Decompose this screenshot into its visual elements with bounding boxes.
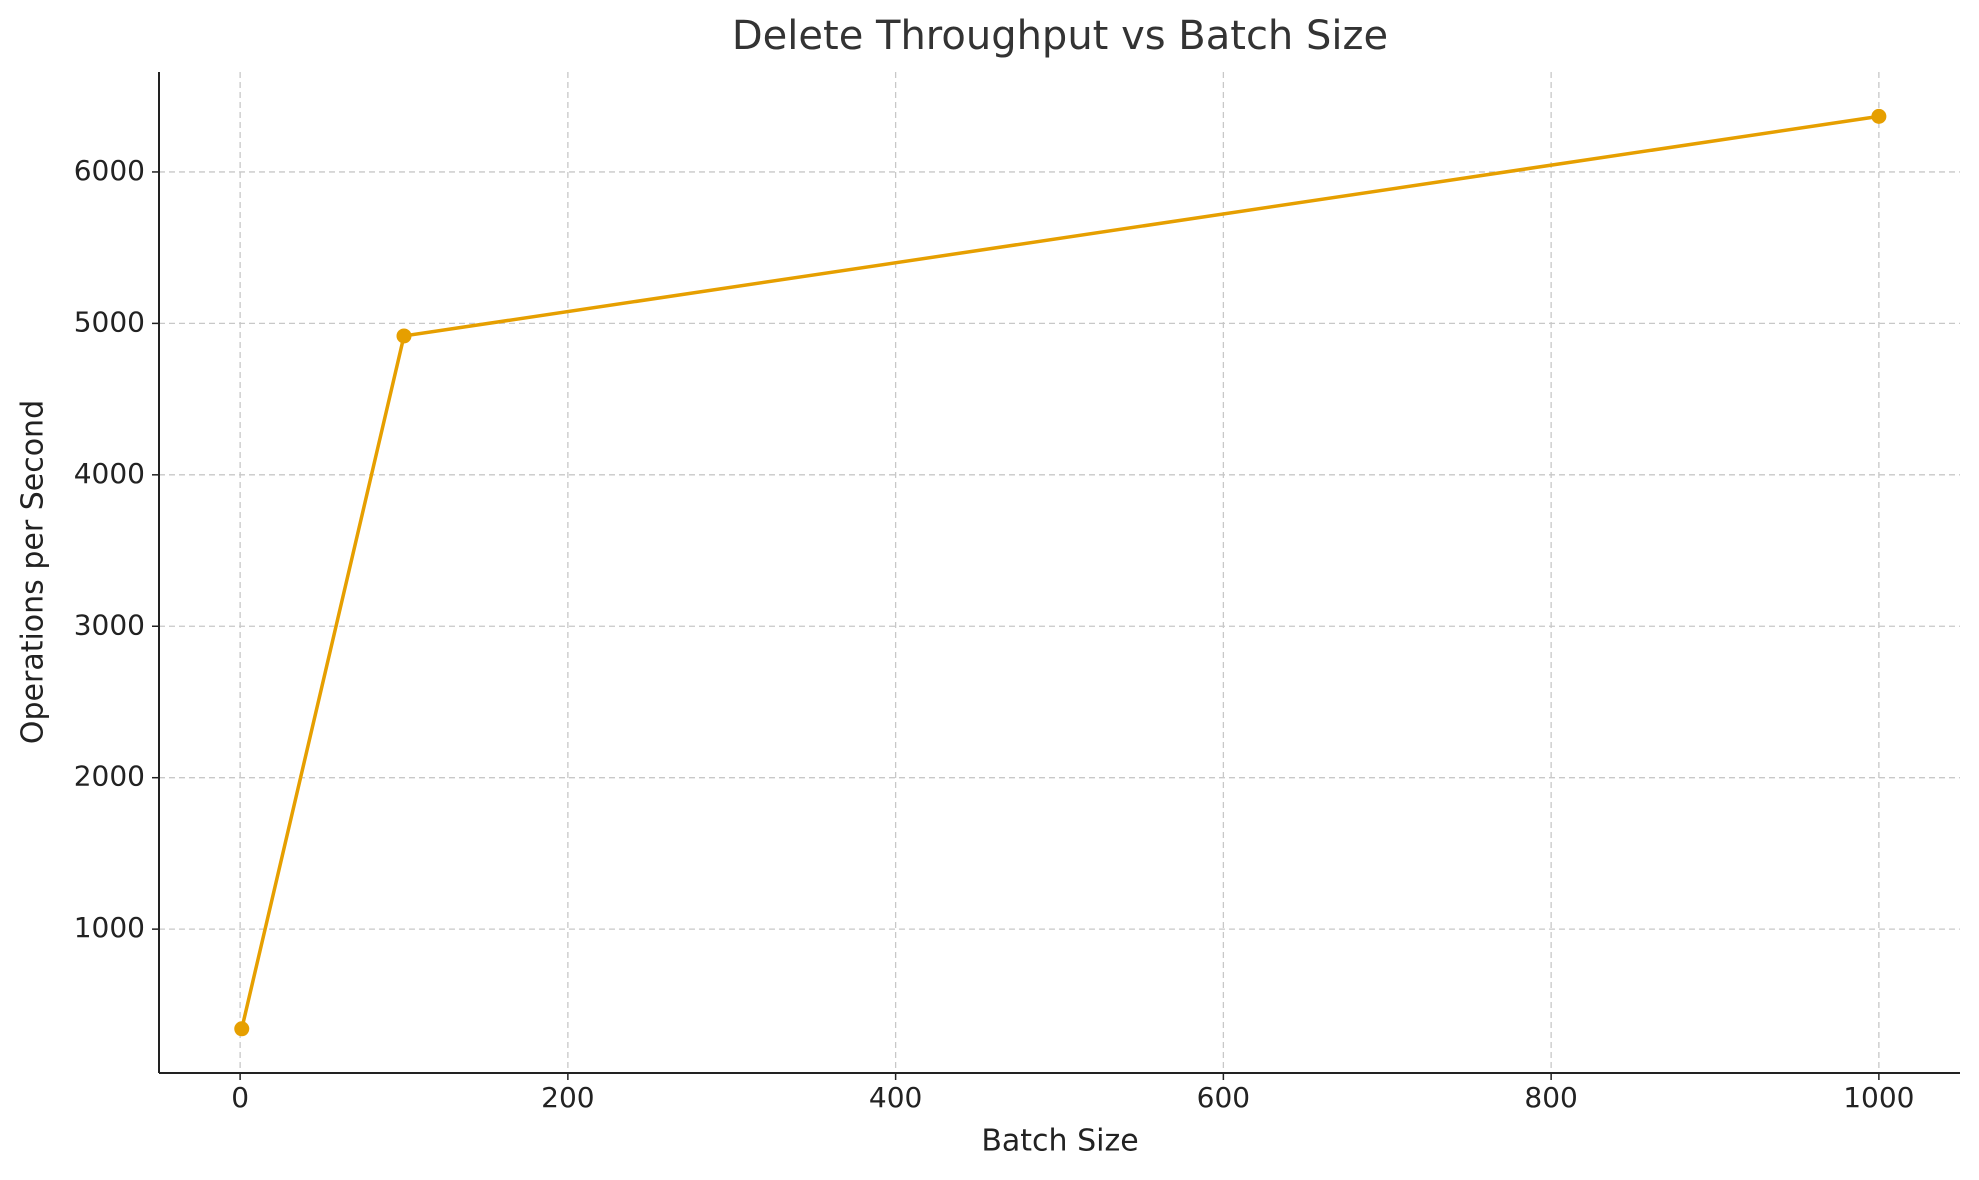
y-axis-label: Operations per Second [16,400,51,744]
x-tick-label: 600 [1197,1081,1250,1114]
x-tick-label: 0 [231,1081,249,1114]
y-tick-label: 5000 [74,305,145,338]
y-tick-label: 4000 [74,457,145,490]
x-axis-label: Batch Size [981,1124,1138,1159]
y-tick-label: 6000 [74,154,145,187]
x-tick-label: 1000 [1843,1081,1914,1114]
data-line [240,114,1880,1030]
y-tick-label: 2000 [74,760,145,793]
x-tick-label: 800 [1524,1081,1577,1114]
x-tick-label: 200 [541,1081,594,1114]
x-tick-label: 400 [869,1081,922,1114]
chart-title: Delete Throughput vs Batch Size [732,13,1388,59]
y-tick-label: 1000 [74,911,145,944]
data-point [234,1021,250,1037]
y-tick-label: 3000 [74,608,145,641]
data-point [396,328,412,344]
data-point [1871,108,1887,124]
